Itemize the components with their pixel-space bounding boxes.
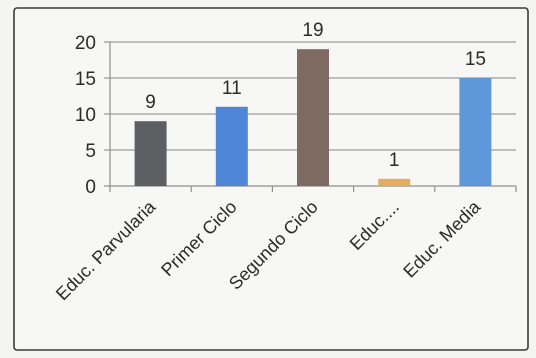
- bar: [378, 178, 411, 186]
- bar: [134, 121, 167, 186]
- y-tick-label: 0: [85, 177, 96, 198]
- y-tick-label: 15: [75, 69, 96, 90]
- data-label: 15: [465, 49, 486, 70]
- bars: [134, 49, 492, 187]
- chart-frame: [13, 7, 529, 351]
- data-label: 1: [389, 150, 400, 171]
- y-tick-label: 10: [75, 105, 96, 126]
- data-label: 9: [145, 92, 156, 113]
- data-label: 11: [222, 78, 242, 99]
- y-tick-label: 20: [75, 33, 96, 54]
- data-label: 19: [302, 20, 323, 41]
- y-tick-label: 5: [85, 141, 96, 162]
- bar: [459, 78, 492, 186]
- bar: [215, 106, 248, 186]
- bar: [297, 49, 329, 187]
